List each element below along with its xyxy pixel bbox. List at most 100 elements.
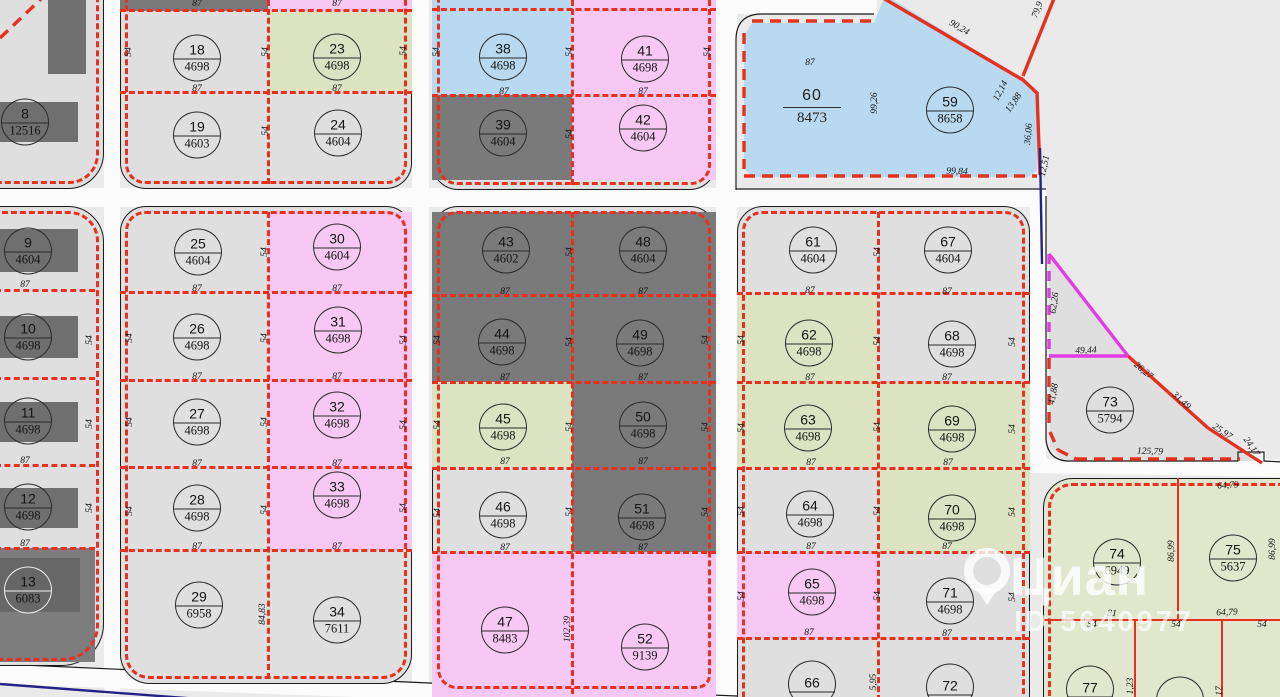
measurement-label-8: 54: [432, 47, 442, 57]
parcel-separator-19: [432, 550, 716, 554]
plot-number: 8: [21, 105, 29, 122]
quarter-block-i: [1043, 478, 1280, 697]
plot-area: 4698: [480, 57, 526, 72]
parcel-separator-7: [0, 288, 95, 292]
parcel-separator-27: [1176, 478, 1180, 620]
plot-area: 8658: [927, 110, 973, 125]
plot-area: 4698: [929, 429, 975, 444]
plot-number: 48: [635, 233, 651, 250]
parcel-separator-15: [266, 212, 270, 679]
building-0: [48, 0, 86, 74]
measurement-label-106: 54: [1257, 620, 1267, 630]
parcel-separator-20: [570, 212, 574, 694]
measurement-label-72: 87: [943, 458, 953, 468]
plot-number: 38: [495, 40, 511, 57]
measurement-label-103: 64,79: [1216, 607, 1238, 619]
plot-number: 26: [189, 320, 205, 337]
measurement-label-13: 54: [565, 129, 575, 139]
plot-area: [927, 694, 973, 696]
plot-number: 43: [498, 233, 514, 250]
plot-area: 4698: [785, 428, 831, 443]
plot-label-60: 60 8473: [783, 87, 841, 127]
measurement-label-102: 81: [1107, 608, 1117, 620]
road-4: [0, 188, 1046, 207]
measurement-label-18: 12,14: [991, 79, 1011, 103]
measurement-label-71: 87: [806, 458, 816, 468]
plot-label-27: 27 4698: [173, 398, 221, 446]
parcel-separator-18: [432, 466, 716, 470]
plot-area: 4698: [479, 342, 525, 357]
parcel-separator-5: [570, 0, 574, 185]
plot-number: 13: [20, 573, 36, 590]
parcel-separator-24: [737, 550, 1030, 554]
plot-area: 5794: [1087, 410, 1133, 425]
plot-number: 23: [329, 40, 345, 57]
measurement-label-101: 86,99: [1268, 538, 1278, 560]
plot-area: 4603: [174, 135, 220, 150]
plot-area: 8483: [482, 630, 528, 645]
plot-label-62: 62 4698: [785, 319, 833, 367]
plot-number: 30: [329, 230, 345, 247]
plot-label-71: 71 4698: [926, 577, 974, 625]
plot-label-10: 10 4698: [4, 313, 52, 361]
parcel-top-c-right: [572, 0, 716, 9]
plot-number: 72: [942, 677, 958, 694]
plot-number: 63: [800, 411, 816, 428]
plot-number: 29: [191, 588, 207, 605]
plot-label-69: 69 4698: [928, 405, 976, 453]
measurement-label-47: 84,83: [258, 603, 268, 625]
measurement-label-59: 54: [565, 247, 575, 257]
measurement-label-61: 54: [565, 422, 575, 432]
plot-area: 4698: [620, 425, 666, 440]
plot-label-41: 41 4698: [621, 35, 669, 83]
plot-area: 4604: [314, 247, 360, 262]
parcel-separator-10: [0, 546, 95, 550]
parcel-separator-28: [1043, 618, 1280, 622]
plot-label-74: 74 6949: [1093, 538, 1141, 586]
measurement-label-57: 54: [433, 420, 443, 430]
measurement-label-46: 54: [399, 503, 409, 513]
plot-label-70: 70 4698: [928, 494, 976, 542]
plot-number: 27: [189, 405, 205, 422]
parcel-separator-4: [432, 93, 716, 97]
measurement-label-50: 87: [500, 373, 510, 383]
parcel-separator-14: [120, 548, 412, 552]
plot-area: 12516: [2, 122, 48, 137]
plot-number: 24: [330, 116, 346, 133]
plot-number: 46: [495, 498, 511, 515]
measurement-label-40: 54: [260, 247, 270, 257]
measurement-label-82: 54: [873, 336, 883, 346]
plot-number: 64: [802, 497, 818, 514]
plot-label-34: 34 7611: [313, 596, 361, 644]
plot-area: 4698: [174, 508, 220, 523]
plot-area: 4698: [789, 592, 835, 607]
plot-area: 4698: [929, 344, 975, 359]
plot-number: 65: [804, 575, 820, 592]
measurement-label-80: 54: [737, 591, 747, 601]
measurement-label-23: 87: [20, 280, 30, 290]
plot-number: 39: [495, 116, 511, 133]
measurement-label-12: 87: [638, 87, 648, 97]
measurement-label-44: 54: [399, 335, 409, 345]
measurement-label-19: 13,88: [1003, 91, 1025, 115]
plot-area: 4698: [174, 337, 220, 352]
plot-area: 4698: [929, 518, 975, 533]
plot-number: 31: [330, 313, 346, 330]
measurement-label-16: 90,24: [947, 18, 971, 38]
parcel-separator-29: [1133, 620, 1137, 697]
measurement-label-48: 87: [500, 287, 510, 297]
measurement-label-81: 54: [873, 247, 883, 257]
measurement-label-95: 31,49: [1169, 390, 1193, 412]
measurement-label-11: 87: [499, 87, 509, 97]
measurement-label-30: 87: [332, 284, 342, 294]
measurement-label-33: 87: [192, 459, 202, 469]
plot-number: 28: [189, 491, 205, 508]
measurement-label-25: 87: [20, 539, 30, 549]
plot-area: [789, 691, 835, 693]
plot-area: 4698: [174, 58, 220, 73]
plot-area: 4604: [790, 250, 836, 265]
plot-area: 4604: [175, 252, 221, 267]
plot-area: 8473: [797, 110, 827, 126]
measurement-label-0: 87: [192, 0, 202, 9]
parcel-separator-17: [432, 380, 716, 384]
